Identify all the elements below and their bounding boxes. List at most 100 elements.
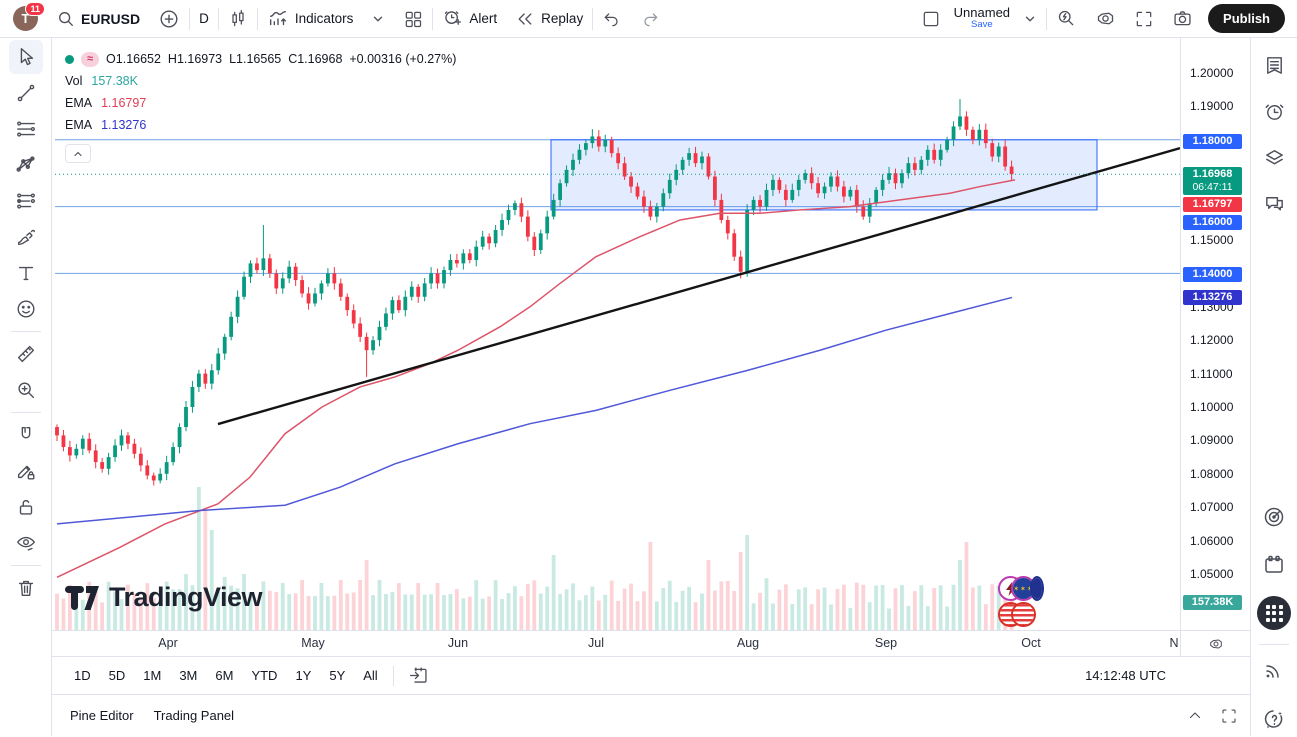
economic-event-row-us[interactable] bbox=[998, 602, 1036, 627]
tradingview-logo-icon bbox=[65, 585, 99, 610]
panel-maximize-button[interactable] bbox=[1220, 707, 1238, 725]
remove-drawings-button[interactable] bbox=[9, 571, 43, 605]
help-button[interactable] bbox=[1257, 703, 1291, 737]
cursor-tool-button[interactable] bbox=[8, 40, 43, 74]
tradingview-watermark: TradingView bbox=[65, 582, 263, 613]
zoom-in-tool-button[interactable] bbox=[9, 373, 43, 407]
object-tree-button[interactable] bbox=[1257, 140, 1291, 174]
pattern-tool-button[interactable] bbox=[9, 148, 43, 182]
volume-label: Vol bbox=[65, 74, 83, 88]
price-axis[interactable]: 1.20000 1.19000 1.15000 1.13000 1.12000 1.110… bbox=[1180, 38, 1245, 630]
streams-button[interactable] bbox=[1257, 653, 1291, 687]
indicators-icon bbox=[269, 10, 286, 25]
pencil-lock-icon bbox=[17, 465, 34, 480]
alerts-panel-button[interactable] bbox=[1257, 94, 1291, 128]
chart-legend: ≈ O1.16652 H1.16973 L1.16565 C1.16968 +0… bbox=[65, 48, 456, 136]
time-axis[interactable]: Apr May Jun Jul Aug Sep Oct N bbox=[52, 630, 1250, 657]
axis-settings-corner[interactable] bbox=[1180, 631, 1250, 657]
range-1m[interactable]: 1M bbox=[143, 668, 162, 683]
brush-icon bbox=[17, 229, 35, 246]
maximize-icon bbox=[1222, 708, 1236, 723]
month-tick-label: Sep bbox=[874, 636, 898, 650]
watchlist-icon bbox=[1266, 56, 1282, 74]
utc-clock[interactable]: 14:12:48 UTC bbox=[1085, 668, 1166, 683]
drawing-mode-button[interactable] bbox=[9, 454, 43, 488]
ideas-stream-button[interactable] bbox=[1257, 500, 1291, 534]
range-1d[interactable]: 1D bbox=[74, 668, 91, 683]
legend-ema-slow-row[interactable]: EMA 1.13276 bbox=[65, 114, 456, 136]
tab-pine-editor[interactable]: Pine Editor bbox=[70, 708, 134, 723]
brush-tool-button[interactable] bbox=[9, 220, 43, 254]
fullscreen-button[interactable] bbox=[1125, 0, 1163, 37]
go-to-date-button[interactable] bbox=[408, 665, 429, 686]
range-5y[interactable]: 5Y bbox=[329, 668, 346, 683]
chart-settings-button[interactable] bbox=[1086, 0, 1125, 37]
timeframe-button[interactable]: D bbox=[190, 0, 218, 37]
price-badge: 1.18000 bbox=[1183, 134, 1242, 149]
price-tick-label: 1.19000 bbox=[1190, 99, 1234, 114]
hide-drawings-button[interactable] bbox=[9, 526, 43, 560]
user-avatar[interactable]: T 11 bbox=[13, 2, 45, 31]
lock-drawings-button[interactable] bbox=[9, 490, 43, 524]
save-link[interactable]: Save bbox=[971, 19, 993, 31]
alert-clock-icon bbox=[445, 11, 462, 25]
layout-name-button[interactable]: Unnamed Save bbox=[950, 5, 1014, 31]
economic-event-row-eu[interactable]: ✶✶✶ bbox=[998, 576, 1044, 601]
indicators-button[interactable]: Indicators bbox=[258, 0, 363, 37]
indicators-dropdown[interactable] bbox=[362, 0, 394, 37]
indicator-templates-button[interactable] bbox=[394, 0, 432, 37]
fib-tool-button[interactable] bbox=[9, 112, 43, 146]
legend-ema-fast-row[interactable]: EMA 1.16797 bbox=[65, 92, 456, 114]
text-tool-button[interactable] bbox=[9, 256, 43, 290]
timeframe-label: D bbox=[199, 11, 209, 26]
range-1y[interactable]: 1Y bbox=[295, 668, 312, 683]
chart-canvas[interactable]: ≈ O1.16652 H1.16973 L1.16565 C1.16968 +0… bbox=[55, 38, 1180, 630]
month-tick-label: Jul bbox=[588, 636, 604, 650]
month-tick-label: Oct bbox=[1021, 636, 1041, 650]
redo-button[interactable] bbox=[631, 0, 669, 37]
symbol-label: EURUSD bbox=[81, 10, 141, 27]
chat-button[interactable] bbox=[1257, 186, 1291, 220]
grid-layout-icon bbox=[406, 11, 422, 27]
ohlc-values: O1.16652 H1.16973 L1.16565 C1.16968 +0.0… bbox=[106, 52, 457, 66]
range-ytd[interactable]: YTD bbox=[251, 668, 278, 683]
alert-button[interactable]: Alert bbox=[433, 0, 506, 37]
price-badge: 1.16797 bbox=[1183, 197, 1242, 212]
replay-button[interactable]: Replay bbox=[506, 0, 592, 37]
range-6m[interactable]: 6M bbox=[215, 668, 234, 683]
magnet-tool-button[interactable] bbox=[9, 418, 43, 452]
chart-type-button[interactable] bbox=[219, 0, 257, 37]
text-icon bbox=[18, 266, 33, 281]
chevron-up-icon bbox=[1189, 711, 1201, 718]
forecast-tool-button[interactable] bbox=[9, 184, 43, 218]
legend-collapse-button[interactable] bbox=[65, 144, 91, 163]
layout-name-label: Unnamed bbox=[953, 5, 1011, 21]
tab-trading-panel[interactable]: Trading Panel bbox=[153, 708, 235, 723]
economic-calendar-button[interactable] bbox=[1257, 548, 1291, 582]
layout-dropdown[interactable] bbox=[1014, 0, 1046, 37]
apps-grid-button[interactable] bbox=[1257, 596, 1291, 630]
quick-search-button[interactable] bbox=[1047, 0, 1086, 37]
price-badge: 1.16968 06:47:11 bbox=[1183, 167, 1242, 195]
legend-main-row[interactable]: ≈ O1.16652 H1.16973 L1.16565 C1.16968 +0… bbox=[65, 48, 456, 70]
range-5d[interactable]: 5D bbox=[108, 668, 126, 683]
layout-select-button[interactable] bbox=[912, 0, 950, 37]
price-badge: 1.13276 bbox=[1183, 290, 1242, 305]
top-toolbar: T 11 EURUSD D Indicators Alert bbox=[0, 0, 1297, 38]
compare-add-button[interactable] bbox=[149, 0, 189, 37]
publish-button[interactable]: Publish bbox=[1208, 4, 1285, 33]
emoji-tool-button[interactable] bbox=[9, 292, 43, 326]
search-icon bbox=[59, 11, 73, 26]
range-all[interactable]: All bbox=[363, 668, 378, 683]
emoji-icon bbox=[17, 300, 34, 318]
symbol-search-button[interactable]: EURUSD bbox=[48, 0, 149, 37]
measure-tool-button[interactable] bbox=[9, 337, 43, 371]
watchlist-button[interactable] bbox=[1257, 48, 1291, 82]
panel-expand-button[interactable] bbox=[1186, 707, 1204, 725]
trend-line-tool-button[interactable] bbox=[9, 76, 43, 110]
range-3m[interactable]: 3M bbox=[179, 668, 198, 683]
legend-volume-row[interactable]: Vol 157.38K bbox=[65, 70, 456, 92]
snapshot-button[interactable] bbox=[1163, 0, 1202, 37]
undo-button[interactable] bbox=[593, 0, 631, 37]
radar-icon bbox=[1264, 507, 1284, 527]
